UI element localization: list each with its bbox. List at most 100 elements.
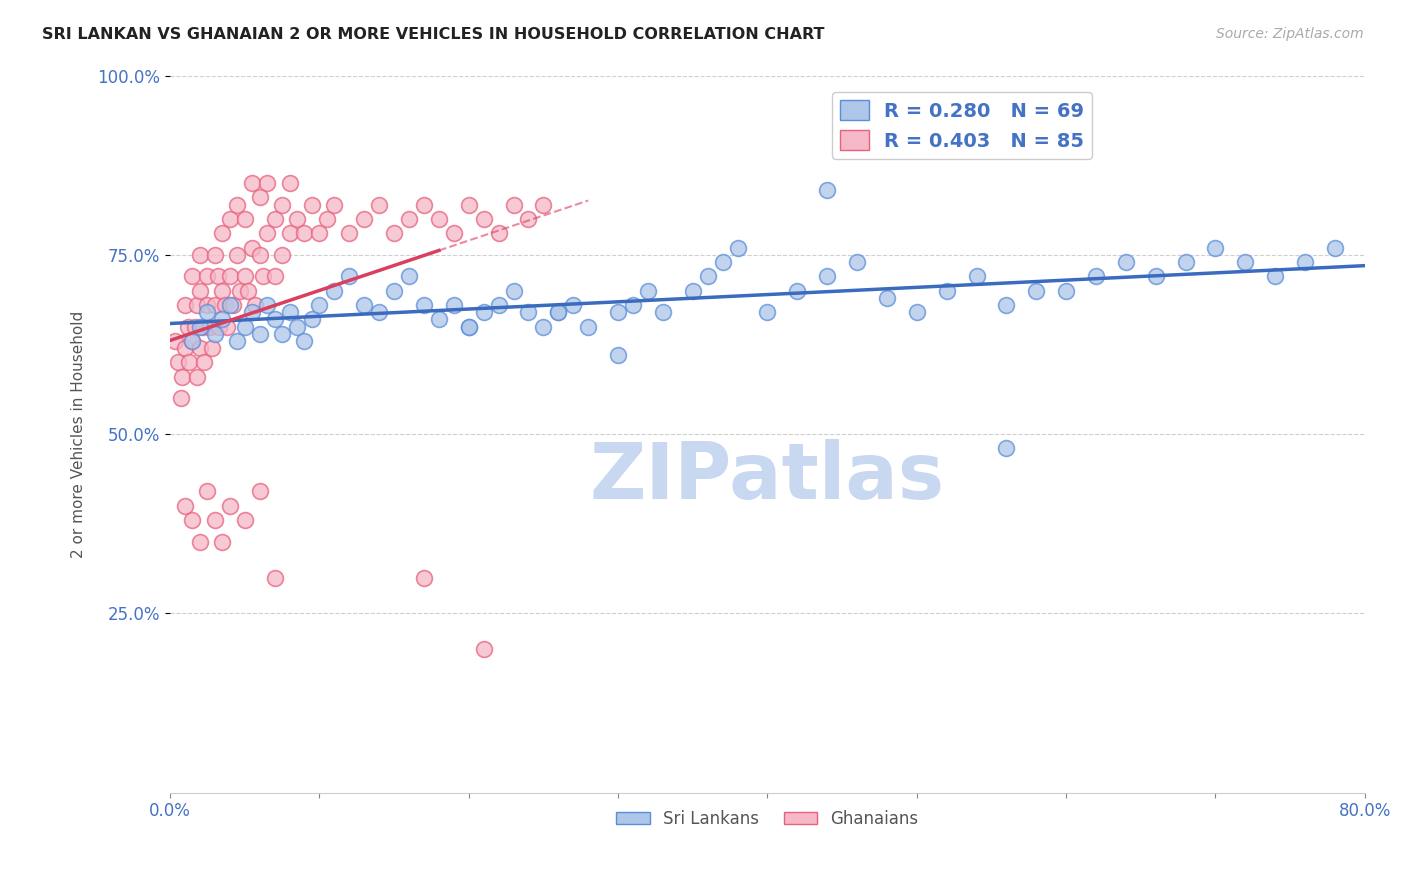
Point	[815, 269, 838, 284]
Point	[256, 176, 278, 190]
Point	[1144, 269, 1167, 284]
Point	[682, 284, 704, 298]
Y-axis label: 2 or more Vehicles in Household: 2 or more Vehicles in Household	[72, 310, 86, 558]
Point	[966, 269, 988, 284]
Point	[204, 326, 226, 341]
Point	[188, 248, 211, 262]
Point	[472, 211, 495, 226]
Point	[488, 298, 510, 312]
Point	[240, 176, 263, 190]
Point	[240, 305, 263, 319]
Point	[547, 305, 569, 319]
Point	[186, 298, 208, 312]
Point	[226, 248, 249, 262]
Point	[502, 284, 524, 298]
Point	[846, 255, 869, 269]
Point	[285, 211, 308, 226]
Point	[607, 348, 630, 362]
Point	[398, 269, 420, 284]
Point	[368, 305, 391, 319]
Point	[562, 298, 585, 312]
Text: SRI LANKAN VS GHANAIAN 2 OR MORE VEHICLES IN HOUSEHOLD CORRELATION CHART: SRI LANKAN VS GHANAIAN 2 OR MORE VEHICLE…	[42, 27, 825, 42]
Point	[179, 355, 201, 369]
Point	[188, 534, 211, 549]
Point	[271, 326, 294, 341]
Point	[786, 284, 808, 298]
Point	[222, 298, 245, 312]
Point	[214, 298, 236, 312]
Point	[278, 305, 301, 319]
Point	[1174, 255, 1197, 269]
Point	[278, 176, 301, 190]
Point	[285, 319, 308, 334]
Point	[337, 269, 360, 284]
Point	[233, 319, 256, 334]
Point	[191, 319, 214, 334]
Point	[229, 284, 252, 298]
Point	[249, 326, 271, 341]
Point	[271, 197, 294, 211]
Point	[240, 241, 263, 255]
Point	[193, 355, 215, 369]
Point	[263, 269, 285, 284]
Point	[252, 269, 274, 284]
Point	[218, 211, 240, 226]
Point	[256, 298, 278, 312]
Point	[201, 341, 224, 355]
Point	[488, 227, 510, 241]
Point	[174, 499, 197, 513]
Point	[174, 298, 197, 312]
Point	[263, 312, 285, 326]
Point	[413, 298, 436, 312]
Point	[315, 211, 337, 226]
Point	[1054, 284, 1077, 298]
Point	[457, 197, 479, 211]
Point	[756, 305, 779, 319]
Point	[188, 284, 211, 298]
Point	[188, 341, 211, 355]
Point	[177, 319, 200, 334]
Point	[1204, 241, 1226, 255]
Point	[181, 513, 204, 527]
Point	[443, 227, 465, 241]
Point	[323, 284, 346, 298]
Point	[301, 197, 323, 211]
Point	[1025, 284, 1047, 298]
Point	[174, 341, 197, 355]
Point	[398, 211, 420, 226]
Point	[249, 248, 271, 262]
Point	[517, 211, 540, 226]
Point	[197, 305, 219, 319]
Point	[308, 227, 330, 241]
Point	[233, 269, 256, 284]
Point	[413, 197, 436, 211]
Point	[215, 319, 238, 334]
Point	[204, 513, 226, 527]
Point	[533, 319, 555, 334]
Point	[876, 291, 898, 305]
Point	[218, 269, 240, 284]
Point	[197, 484, 219, 499]
Point	[382, 227, 405, 241]
Point	[245, 298, 267, 312]
Point	[249, 190, 271, 204]
Point	[995, 442, 1018, 456]
Point	[249, 484, 271, 499]
Point	[502, 197, 524, 211]
Point	[184, 319, 207, 334]
Point	[472, 642, 495, 657]
Point	[607, 305, 630, 319]
Point	[637, 284, 659, 298]
Point	[218, 298, 240, 312]
Point	[711, 255, 734, 269]
Point	[163, 334, 186, 348]
Point	[427, 211, 450, 226]
Point	[1115, 255, 1137, 269]
Point	[170, 369, 193, 384]
Point	[186, 369, 208, 384]
Point	[226, 197, 249, 211]
Point	[353, 298, 375, 312]
Point	[233, 513, 256, 527]
Point	[236, 284, 259, 298]
Point	[211, 312, 233, 326]
